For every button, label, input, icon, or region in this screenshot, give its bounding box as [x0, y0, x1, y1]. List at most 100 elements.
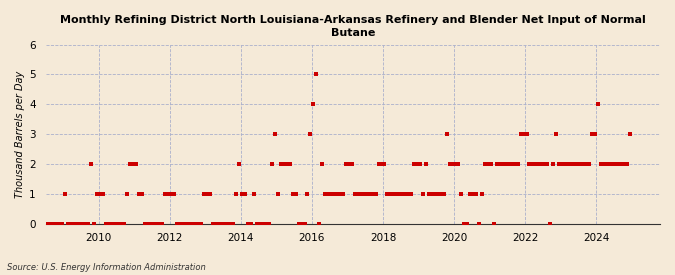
- Point: [198, 192, 209, 196]
- Point: [622, 162, 632, 166]
- Point: [616, 162, 626, 166]
- Point: [444, 162, 455, 166]
- Point: [207, 222, 218, 226]
- Point: [429, 192, 440, 196]
- Point: [489, 222, 500, 226]
- Point: [269, 132, 280, 136]
- Point: [261, 222, 271, 226]
- Point: [536, 162, 547, 166]
- Point: [145, 222, 156, 226]
- Point: [65, 222, 76, 226]
- Point: [163, 192, 173, 196]
- Point: [154, 222, 165, 226]
- Point: [572, 162, 583, 166]
- Point: [554, 162, 564, 166]
- Point: [101, 222, 111, 226]
- Point: [254, 222, 265, 226]
- Point: [42, 222, 53, 226]
- Point: [142, 222, 153, 226]
- Point: [24, 222, 34, 226]
- Point: [32, 222, 43, 226]
- Point: [157, 222, 168, 226]
- Point: [38, 222, 49, 226]
- Point: [27, 222, 38, 226]
- Point: [264, 222, 275, 226]
- Point: [580, 162, 591, 166]
- Point: [547, 162, 558, 166]
- Point: [391, 192, 402, 196]
- Point: [205, 192, 215, 196]
- Point: [485, 162, 496, 166]
- Point: [211, 222, 221, 226]
- Point: [175, 222, 186, 226]
- Point: [604, 162, 615, 166]
- Point: [234, 162, 245, 166]
- Point: [373, 162, 384, 166]
- Point: [456, 192, 467, 196]
- Point: [408, 162, 419, 166]
- Point: [317, 162, 327, 166]
- Point: [545, 222, 556, 226]
- Point: [385, 192, 396, 196]
- Point: [136, 192, 147, 196]
- Point: [512, 162, 523, 166]
- Point: [432, 192, 443, 196]
- Point: [346, 162, 357, 166]
- Point: [134, 192, 144, 196]
- Point: [275, 162, 286, 166]
- Point: [104, 222, 115, 226]
- Point: [403, 192, 414, 196]
- Point: [249, 192, 260, 196]
- Point: [89, 222, 100, 226]
- Point: [388, 192, 399, 196]
- Point: [288, 192, 298, 196]
- Point: [258, 222, 269, 226]
- Point: [468, 192, 479, 196]
- Point: [586, 132, 597, 136]
- Point: [323, 192, 333, 196]
- Point: [524, 162, 535, 166]
- Point: [358, 192, 369, 196]
- Point: [273, 192, 284, 196]
- Point: [566, 162, 576, 166]
- Point: [77, 222, 88, 226]
- Point: [370, 192, 381, 196]
- Point: [237, 192, 248, 196]
- Point: [51, 222, 61, 226]
- Point: [483, 162, 493, 166]
- Point: [92, 192, 103, 196]
- Point: [95, 192, 106, 196]
- Point: [427, 192, 437, 196]
- Point: [397, 192, 408, 196]
- Point: [589, 132, 600, 136]
- Point: [320, 192, 331, 196]
- Point: [557, 162, 568, 166]
- Point: [151, 222, 162, 226]
- Point: [515, 132, 526, 136]
- Point: [592, 102, 603, 106]
- Point: [367, 192, 378, 196]
- Point: [326, 192, 337, 196]
- Point: [560, 162, 570, 166]
- Point: [308, 102, 319, 106]
- Point: [314, 222, 325, 226]
- Point: [406, 192, 416, 196]
- Point: [122, 192, 132, 196]
- Point: [107, 222, 117, 226]
- Point: [293, 222, 304, 226]
- Point: [225, 222, 236, 226]
- Point: [521, 132, 532, 136]
- Point: [148, 222, 159, 226]
- Point: [278, 162, 289, 166]
- Point: [228, 222, 239, 226]
- Point: [414, 162, 425, 166]
- Point: [80, 222, 91, 226]
- Point: [447, 162, 458, 166]
- Point: [192, 222, 203, 226]
- Point: [355, 192, 366, 196]
- Point: [423, 192, 434, 196]
- Point: [506, 162, 517, 166]
- Point: [119, 222, 130, 226]
- Point: [246, 222, 256, 226]
- Point: [186, 222, 197, 226]
